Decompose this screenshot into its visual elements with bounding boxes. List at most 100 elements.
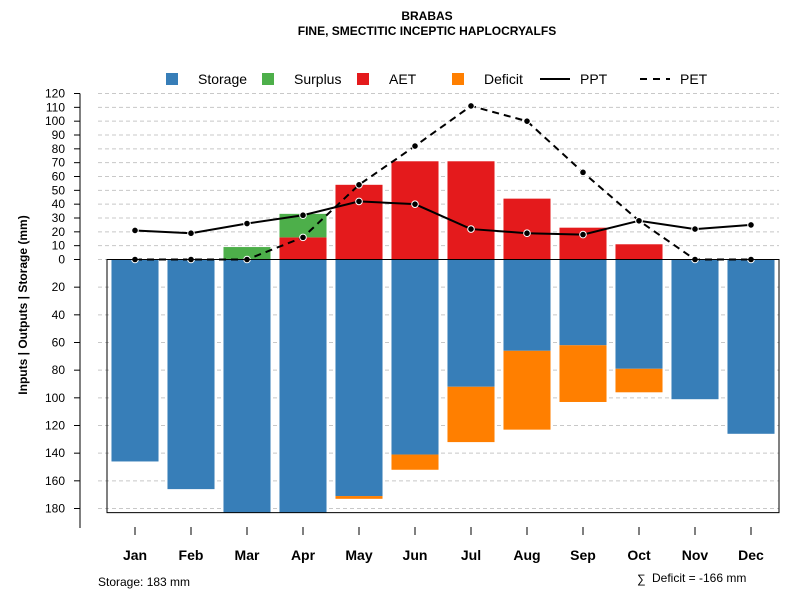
- legend-swatch-storage: [166, 73, 178, 85]
- storage-bar: [447, 259, 495, 387]
- storage-bar: [279, 259, 327, 513]
- y-tick-label: 100: [45, 391, 65, 405]
- y-tick-label: 160: [45, 474, 65, 488]
- y-tick-label: 120: [45, 418, 65, 432]
- storage-bar: [503, 259, 551, 351]
- month-label: Jan: [123, 547, 147, 563]
- y-tick-label: 180: [45, 501, 65, 515]
- y-tick-label: 40: [52, 197, 66, 211]
- y-tick-label: 80: [52, 142, 66, 156]
- deficit-bar: [447, 386, 495, 443]
- ppt-point: [131, 226, 139, 235]
- storage-bar: [615, 259, 663, 369]
- ppt-point: [355, 197, 363, 206]
- deficit-note: Deficit = -166 mm: [652, 571, 746, 585]
- legend-label-surplus: Surplus: [294, 71, 341, 87]
- y-tick-label: 120: [45, 87, 65, 101]
- ppt-point: [411, 200, 419, 208]
- storage-bar: [727, 259, 775, 434]
- month-label: Jul: [461, 547, 481, 563]
- month-label: Nov: [682, 547, 709, 563]
- deficit-bar: [559, 345, 607, 402]
- y-tick-label: 30: [52, 211, 66, 225]
- y-tick-label: 20: [52, 225, 66, 239]
- ppt-point: [243, 219, 251, 228]
- chart-title: BRABAS: [401, 9, 452, 23]
- legend-swatch-aet: [357, 73, 369, 85]
- y-axis: 1201101009080706050403020100204060801001…: [45, 87, 81, 528]
- legend-label-storage: Storage: [198, 71, 247, 87]
- ppt-point: [187, 229, 195, 238]
- y-tick-label: 0: [58, 253, 65, 267]
- storage-bar: [335, 259, 383, 497]
- chart-subtitle: FINE, SMECTITIC INCEPTIC HAPLOCRYALFS: [298, 24, 556, 38]
- storage-bar: [671, 259, 719, 400]
- aet-bar: [503, 198, 551, 260]
- legend-label-deficit: Deficit: [484, 71, 523, 87]
- legend-label-ppt: PPT: [580, 71, 608, 87]
- y-tick-label: 100: [45, 114, 65, 128]
- pet-point: [355, 181, 363, 189]
- month-label: Dec: [738, 547, 764, 563]
- pet-point: [299, 233, 307, 242]
- month-label: Mar: [235, 547, 260, 563]
- bars: [111, 161, 775, 513]
- ppt-line: [134, 200, 752, 236]
- month-label: Jun: [403, 547, 428, 563]
- surplus-bar: [279, 213, 327, 238]
- ppt-point: [691, 225, 699, 233]
- y-tick-label: 60: [52, 335, 66, 349]
- deficit-bar: [335, 496, 383, 499]
- ppt-point: [579, 230, 587, 239]
- storage-bar: [391, 259, 439, 455]
- pet-point: [523, 117, 531, 125]
- month-label: Aug: [513, 547, 540, 563]
- series-lines: [131, 102, 755, 264]
- month-label: May: [345, 547, 372, 563]
- storage-bar: [167, 259, 215, 490]
- y-tick-label: 20: [52, 280, 66, 294]
- surplus-bar: [223, 247, 271, 260]
- legend-swatch-surplus: [262, 73, 274, 85]
- plot-frame: [106, 259, 780, 514]
- y-tick-label: 60: [52, 170, 66, 184]
- x-axis: Jan Feb Mar Apr May Jun Jul Aug Sep Oct Nov Dec: [123, 527, 764, 563]
- deficit-bar: [615, 368, 663, 393]
- legend: Storage Surplus AET Deficit PPT PET: [166, 71, 708, 87]
- pet-line: [135, 104, 751, 261]
- legend-label-pet: PET: [680, 71, 708, 87]
- month-label: Feb: [179, 547, 204, 563]
- sum-symbol: ∑: [637, 572, 646, 586]
- deficit-bar: [503, 350, 551, 430]
- y-tick-label: 90: [52, 128, 66, 142]
- ppt-point: [299, 211, 307, 220]
- month-label: Apr: [291, 547, 316, 563]
- ppt-point: [523, 229, 531, 238]
- storage-bar: [223, 259, 271, 513]
- y-tick-label: 80: [52, 363, 66, 377]
- aet-bar: [615, 244, 663, 260]
- month-label: Oct: [627, 547, 651, 563]
- y-axis-label: Inputs | Outputs | Storage (mm): [16, 215, 30, 394]
- legend-label-aet: AET: [389, 71, 417, 87]
- ppt-point: [635, 216, 643, 225]
- ppt-point: [467, 225, 475, 233]
- y-tick-label: 50: [52, 183, 66, 197]
- storage-bar: [559, 259, 607, 346]
- ppt-point: [747, 221, 755, 229]
- pet-point: [411, 142, 419, 150]
- aet-bar: [391, 161, 439, 260]
- legend-swatch-deficit: [452, 73, 464, 85]
- y-tick-label: 70: [52, 156, 66, 170]
- y-tick-label: 10: [52, 239, 66, 253]
- deficit-bar: [391, 454, 439, 470]
- y-tick-label: 40: [52, 308, 66, 322]
- storage-bar: [111, 259, 159, 462]
- pet-point: [579, 168, 587, 177]
- aet-bar: [447, 161, 495, 260]
- y-tick-label: 140: [45, 446, 65, 460]
- storage-note: Storage: 183 mm: [98, 575, 190, 589]
- month-label: Sep: [570, 547, 596, 563]
- y-tick-label: 110: [46, 100, 65, 114]
